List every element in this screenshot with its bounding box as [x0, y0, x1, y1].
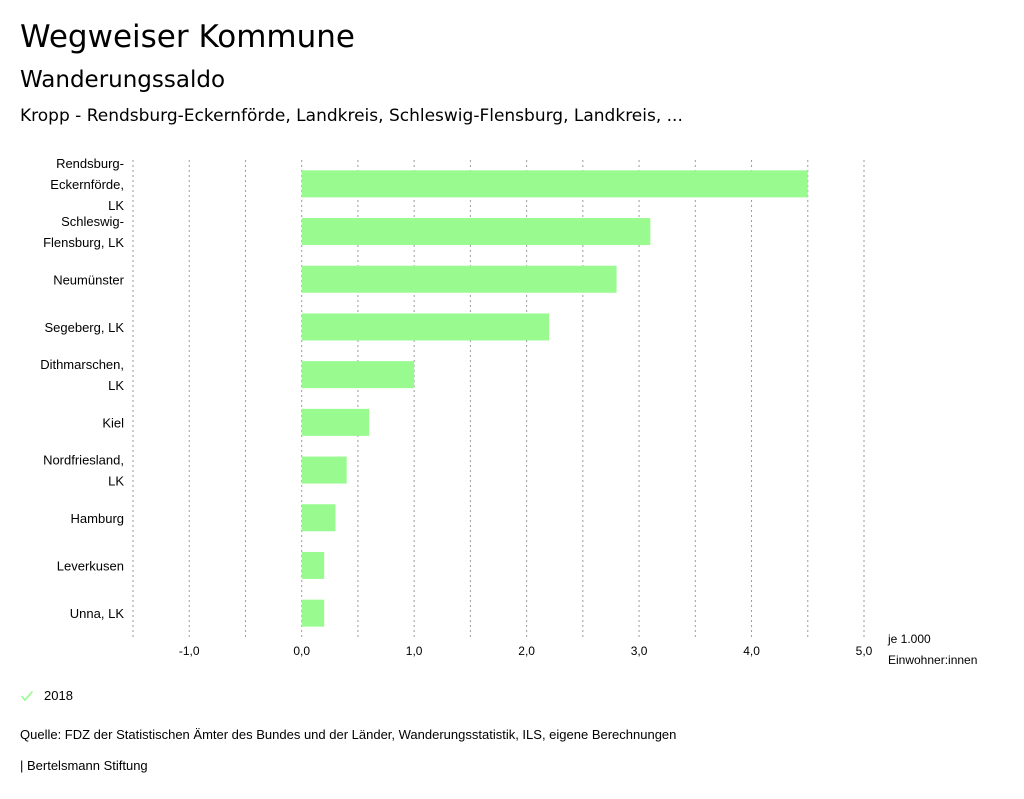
check-icon [20, 690, 34, 701]
category-label: Kiel [102, 415, 124, 430]
x-tick-label: 1,0 [406, 644, 423, 658]
category-label: Nordfriesland, LK [43, 453, 124, 489]
legend-label: 2018 [44, 688, 73, 703]
category-label: Rendsburg-Eckernförde, LK [50, 156, 124, 213]
page-title: Wegweiser Kommune [20, 19, 355, 55]
category-label: Neumünster [53, 272, 124, 287]
x-tick-label: -1,0 [179, 644, 200, 658]
category-label: Dithmarschen, LK [40, 357, 124, 393]
category-label: Schleswig-Flensburg, LK [43, 214, 124, 250]
bar [301, 313, 550, 341]
bar [301, 504, 336, 532]
legend-item-2018[interactable]: 2018 [20, 688, 73, 703]
category-label: Unna, LK [70, 606, 125, 621]
category-label: Segeberg, LK [44, 320, 124, 335]
bar [301, 456, 347, 484]
x-tick-label: 4,0 [743, 644, 760, 658]
category-label: Hamburg [71, 511, 124, 526]
source-note: Quelle: FDZ der Statistischen Ämter des … [20, 727, 677, 742]
chart-subtitle: Wanderungssaldo [20, 67, 226, 93]
bar [301, 408, 370, 436]
bar [301, 218, 651, 246]
x-tick-label: 5,0 [856, 644, 873, 658]
x-tick-label: 2,0 [518, 644, 535, 658]
category-label: Leverkusen [57, 558, 124, 573]
bar-chart: Rendsburg-Eckernförde, LKSchleswig-Flensb… [40, 156, 977, 667]
bar [301, 361, 415, 389]
unit-label: Einwohner:innen [888, 653, 977, 667]
footer-credit: | Bertelsmann Stiftung [20, 758, 148, 773]
region-heading: Kropp - Rendsburg-Eckernförde, Landkreis… [20, 106, 683, 126]
x-tick-label: 0,0 [293, 644, 310, 658]
x-tick-label: 3,0 [631, 644, 648, 658]
bar [301, 551, 325, 579]
bar [301, 170, 808, 198]
bar [301, 265, 617, 293]
unit-label: je 1.000 [887, 632, 931, 646]
bar [301, 599, 325, 627]
